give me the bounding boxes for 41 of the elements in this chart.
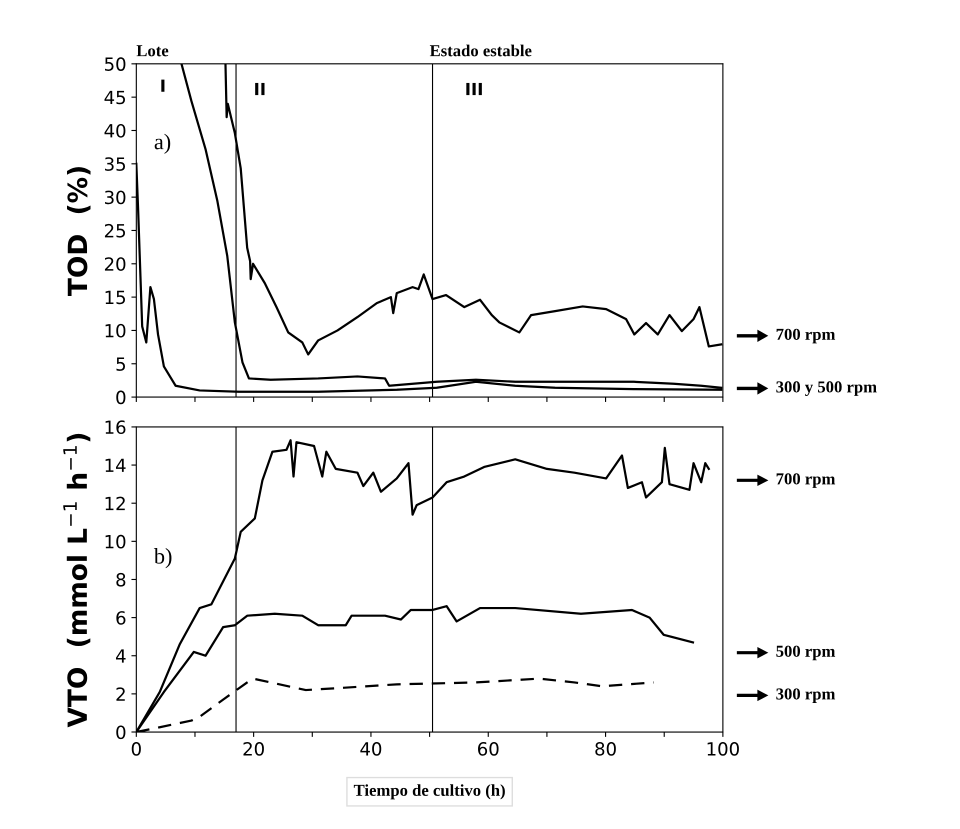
- y-tick-label: 4: [116, 649, 126, 663]
- x-tick-label: 20: [243, 742, 264, 756]
- y-tick-label: 8: [116, 572, 126, 587]
- x-tick-label: 0: [132, 742, 141, 756]
- x-tick-label: 80: [595, 742, 616, 756]
- x-tick-label: 40: [360, 742, 382, 756]
- y-tick-label: 35: [105, 157, 126, 171]
- text: 300 rpm: [776, 688, 836, 703]
- text: Lote: [136, 45, 168, 56]
- y-tick-label: 40: [104, 124, 126, 138]
- annotation: b): [154, 548, 172, 568]
- annotation: II: [255, 82, 264, 96]
- x-tick-label: 100: [708, 742, 739, 756]
- y-tick-label: 0: [116, 390, 126, 404]
- y-tick-label: 20: [104, 257, 126, 271]
- annotation: a): [154, 134, 170, 154]
- y-tick-label: 15: [106, 290, 126, 304]
- y-tick-label: 10: [106, 324, 126, 338]
- annotation: I: [161, 80, 164, 92]
- y-tick-label: 25: [104, 224, 126, 238]
- y-tick-label: 10: [106, 534, 126, 548]
- y-tick-label: 6: [116, 611, 126, 625]
- y-axis-title: VTO (mmol L$^{−1}$ h$^{−1}$): [63, 434, 90, 728]
- x-axis-title: Tiempo de cultivo (h): [354, 784, 505, 800]
- y-tick-label: 16: [106, 420, 126, 434]
- y-tick-label: 45: [104, 90, 126, 104]
- y-axis-title: TOD (%): [67, 167, 91, 296]
- text: Estado estable: [430, 44, 532, 56]
- x-tick-label: 60: [478, 742, 499, 756]
- y-tick-label: 2: [116, 687, 125, 701]
- y-tick-label: 5: [116, 357, 126, 371]
- annotation: III: [466, 82, 482, 96]
- text: 700 rpm: [776, 328, 836, 344]
- text: 500 rpm: [776, 646, 836, 660]
- y-tick-label: 0: [116, 725, 126, 740]
- y-tick-label: 50: [105, 57, 126, 71]
- y-tick-label: 14: [106, 458, 126, 472]
- y-tick-label: 30: [105, 190, 126, 204]
- text: 700 rpm: [776, 473, 836, 488]
- text: 300 y 500 rpm: [776, 381, 877, 396]
- y-tick-label: 12: [106, 496, 125, 510]
